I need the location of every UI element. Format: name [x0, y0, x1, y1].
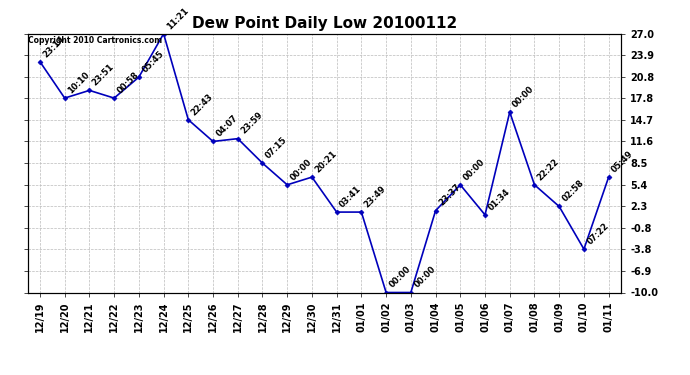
Title: Dew Point Daily Low 20100112: Dew Point Daily Low 20100112: [192, 16, 457, 31]
Text: 00:00: 00:00: [462, 157, 486, 182]
Text: 07:15: 07:15: [264, 135, 289, 160]
Text: 00:00: 00:00: [388, 265, 413, 290]
Text: 03:41: 03:41: [338, 184, 363, 209]
Text: 05:49: 05:49: [610, 149, 635, 174]
Text: 01:34: 01:34: [486, 187, 511, 212]
Text: 02:58: 02:58: [560, 178, 586, 204]
Text: 23:37: 23:37: [437, 183, 462, 208]
Text: 20:21: 20:21: [313, 149, 339, 174]
Text: 00:00: 00:00: [412, 265, 437, 290]
Text: 23:59: 23:59: [239, 111, 264, 136]
Text: 05:45: 05:45: [140, 49, 166, 74]
Text: 07:22: 07:22: [585, 221, 611, 246]
Text: 04:07: 04:07: [215, 114, 239, 139]
Text: 22:22: 22:22: [536, 157, 561, 182]
Text: 00:00: 00:00: [511, 84, 536, 109]
Text: 22:43: 22:43: [190, 92, 215, 117]
Text: 10:10: 10:10: [66, 70, 91, 95]
Text: 00:58: 00:58: [115, 70, 141, 95]
Text: 23:49: 23:49: [363, 184, 388, 209]
Text: 23:51: 23:51: [91, 62, 116, 88]
Text: 23:14: 23:14: [41, 34, 67, 59]
Text: 00:00: 00:00: [288, 157, 314, 182]
Text: 11:21: 11:21: [165, 6, 190, 31]
Text: Copyright 2010 Cartronics.com: Copyright 2010 Cartronics.com: [28, 36, 162, 45]
